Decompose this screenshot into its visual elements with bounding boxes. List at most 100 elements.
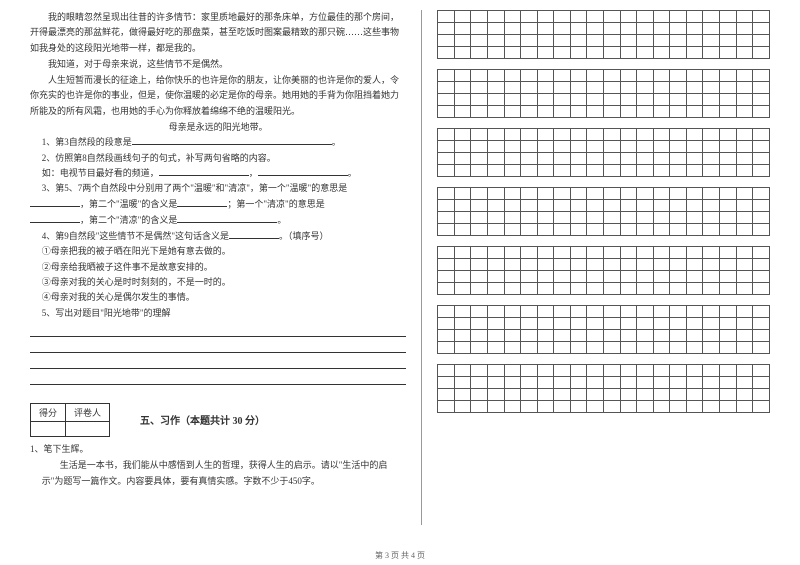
writing-cell[interactable] [686,247,703,259]
writing-cell[interactable] [736,271,753,283]
writing-cell[interactable] [454,129,471,141]
writing-cell[interactable] [736,330,753,342]
writing-cell[interactable] [603,70,620,82]
writing-cell[interactable] [653,35,670,47]
writing-cell[interactable] [620,259,637,271]
writing-cell[interactable] [521,35,538,47]
writing-cell[interactable] [504,188,521,200]
writing-cell[interactable] [637,70,654,82]
writing-cell[interactable] [686,188,703,200]
writing-cell[interactable] [454,106,471,118]
writing-grid[interactable] [437,69,770,118]
writing-cell[interactable] [603,200,620,212]
writing-cell[interactable] [471,247,488,259]
writing-cell[interactable] [504,129,521,141]
writing-cell[interactable] [686,94,703,106]
writing-cell[interactable] [703,188,720,200]
writing-cell[interactable] [454,94,471,106]
writing-cell[interactable] [653,259,670,271]
writing-cell[interactable] [637,212,654,224]
writing-cell[interactable] [504,259,521,271]
writing-cell[interactable] [537,35,554,47]
writing-cell[interactable] [537,306,554,318]
writing-cell[interactable] [471,330,488,342]
writing-cell[interactable] [637,94,654,106]
writing-cell[interactable] [753,389,770,401]
writing-cell[interactable] [487,224,504,236]
writing-cell[interactable] [438,82,455,94]
writing-cell[interactable] [537,377,554,389]
writing-cell[interactable] [736,306,753,318]
writing-cell[interactable] [504,342,521,354]
writing-cell[interactable] [454,47,471,59]
writing-cell[interactable] [736,224,753,236]
writing-cell[interactable] [521,212,538,224]
writing-cell[interactable] [637,401,654,413]
writing-cell[interactable] [454,247,471,259]
writing-cell[interactable] [554,129,571,141]
writing-cell[interactable] [686,318,703,330]
writing-cell[interactable] [521,70,538,82]
writing-cell[interactable] [603,94,620,106]
writing-cell[interactable] [670,318,687,330]
writing-cell[interactable] [537,82,554,94]
writing-cell[interactable] [487,94,504,106]
writing-cell[interactable] [438,247,455,259]
writing-cell[interactable] [753,94,770,106]
writing-cell[interactable] [438,200,455,212]
writing-cell[interactable] [454,377,471,389]
writing-cell[interactable] [637,35,654,47]
writing-cell[interactable] [603,82,620,94]
writing-cell[interactable] [720,153,737,165]
writing-cell[interactable] [521,188,538,200]
writing-cell[interactable] [720,23,737,35]
writing-cell[interactable] [537,318,554,330]
writing-cell[interactable] [454,141,471,153]
writing-cell[interactable] [521,141,538,153]
writing-cell[interactable] [686,283,703,295]
writing-cell[interactable] [686,11,703,23]
writing-cell[interactable] [471,224,488,236]
writing-cell[interactable] [686,200,703,212]
writing-cell[interactable] [736,401,753,413]
writing-cell[interactable] [554,389,571,401]
writing-grid[interactable] [437,246,770,295]
writing-cell[interactable] [504,70,521,82]
writing-cell[interactable] [587,188,604,200]
writing-cell[interactable] [637,247,654,259]
writing-cell[interactable] [570,342,587,354]
writing-cell[interactable] [686,401,703,413]
writing-cell[interactable] [570,188,587,200]
writing-cell[interactable] [570,271,587,283]
writing-cell[interactable] [637,165,654,177]
writing-cell[interactable] [703,23,720,35]
writing-cell[interactable] [637,306,654,318]
writing-cell[interactable] [670,259,687,271]
writing-cell[interactable] [620,365,637,377]
writing-cell[interactable] [537,141,554,153]
writing-cell[interactable] [537,283,554,295]
writing-cell[interactable] [753,306,770,318]
writing-cell[interactable] [454,365,471,377]
writing-cell[interactable] [504,283,521,295]
writing-cell[interactable] [504,200,521,212]
writing-cell[interactable] [570,401,587,413]
writing-cell[interactable] [653,401,670,413]
writing-cell[interactable] [454,401,471,413]
writing-cell[interactable] [537,330,554,342]
writing-cell[interactable] [603,106,620,118]
writing-cell[interactable] [753,188,770,200]
writing-cell[interactable] [703,271,720,283]
writing-cell[interactable] [487,165,504,177]
writing-cell[interactable] [686,23,703,35]
writing-cell[interactable] [670,188,687,200]
writing-grid[interactable] [437,364,770,413]
writing-cell[interactable] [587,106,604,118]
writing-cell[interactable] [686,165,703,177]
writing-cell[interactable] [487,259,504,271]
writing-cell[interactable] [537,106,554,118]
q5-answer-line-2[interactable] [30,339,406,353]
writing-cell[interactable] [653,330,670,342]
writing-cell[interactable] [554,306,571,318]
writing-cell[interactable] [703,377,720,389]
